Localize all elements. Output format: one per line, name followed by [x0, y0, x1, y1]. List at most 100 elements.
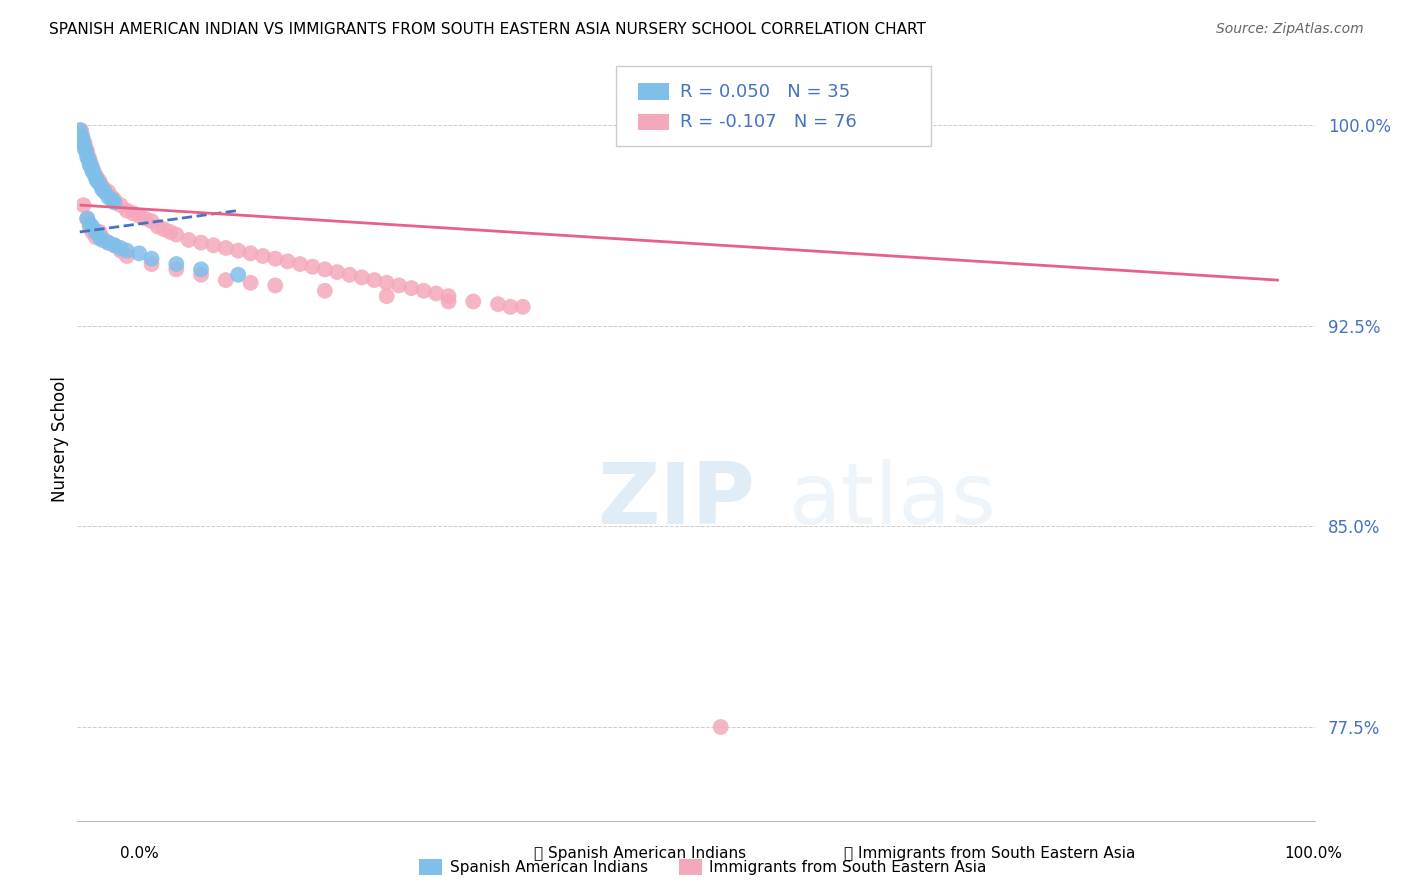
- Point: [239, 276, 262, 290]
- Point: [72, 134, 94, 148]
- Point: [103, 238, 125, 252]
- Point: [84, 225, 107, 239]
- Point: [499, 300, 522, 314]
- Point: [128, 209, 150, 223]
- Point: [375, 289, 398, 303]
- Point: [115, 244, 138, 258]
- Point: [73, 142, 96, 156]
- Point: [72, 136, 94, 151]
- Point: [82, 219, 104, 234]
- Point: [89, 225, 111, 239]
- Point: [412, 284, 434, 298]
- Point: [202, 238, 225, 252]
- Point: [301, 260, 323, 274]
- Point: [512, 300, 534, 314]
- Point: [314, 284, 336, 298]
- Point: [93, 182, 115, 196]
- Legend: Spanish American Indians, Immigrants from South Eastern Asia: Spanish American Indians, Immigrants fro…: [419, 860, 987, 875]
- Y-axis label: Nursery School: Nursery School: [51, 376, 69, 502]
- Point: [101, 190, 124, 204]
- Text: Source: ZipAtlas.com: Source: ZipAtlas.com: [1216, 22, 1364, 37]
- Point: [97, 235, 120, 250]
- Point: [70, 123, 93, 137]
- Point: [350, 270, 373, 285]
- Point: [91, 179, 114, 194]
- Point: [339, 268, 361, 282]
- Point: [75, 145, 97, 159]
- Point: [190, 235, 212, 250]
- Point: [82, 163, 104, 178]
- Point: [70, 128, 93, 143]
- Point: [226, 268, 249, 282]
- Point: [86, 171, 108, 186]
- Point: [97, 185, 120, 199]
- Point: [165, 227, 187, 242]
- Text: R = -0.107   N = 76: R = -0.107 N = 76: [681, 113, 856, 131]
- Text: SPANISH AMERICAN INDIAN VS IMMIGRANTS FROM SOUTH EASTERN ASIA NURSERY SCHOOL COR: SPANISH AMERICAN INDIAN VS IMMIGRANTS FR…: [49, 22, 927, 37]
- Point: [264, 278, 287, 293]
- Point: [76, 150, 98, 164]
- Point: [425, 286, 447, 301]
- Text: ⬜ Spanish American Indians: ⬜ Spanish American Indians: [534, 846, 747, 861]
- Point: [159, 225, 181, 239]
- Point: [77, 150, 100, 164]
- Point: [84, 230, 107, 244]
- Text: R = 0.050   N = 35: R = 0.050 N = 35: [681, 83, 851, 101]
- Point: [128, 246, 150, 260]
- Point: [190, 262, 212, 277]
- Point: [165, 262, 187, 277]
- FancyBboxPatch shape: [638, 113, 669, 130]
- Point: [115, 203, 138, 218]
- Point: [79, 217, 101, 231]
- Point: [375, 276, 398, 290]
- Point: [153, 222, 176, 236]
- Point: [76, 211, 98, 226]
- Point: [437, 289, 460, 303]
- Point: [73, 136, 96, 151]
- Point: [363, 273, 385, 287]
- Point: [75, 142, 97, 156]
- Point: [103, 195, 125, 210]
- Text: atlas: atlas: [789, 458, 997, 541]
- Point: [82, 161, 104, 175]
- Point: [122, 206, 145, 220]
- Point: [134, 211, 156, 226]
- Point: [141, 252, 163, 266]
- Point: [89, 174, 111, 188]
- Point: [69, 123, 91, 137]
- Point: [86, 174, 108, 188]
- Point: [77, 153, 100, 167]
- Point: [110, 241, 132, 255]
- Point: [91, 230, 114, 244]
- Point: [76, 211, 98, 226]
- Point: [141, 257, 163, 271]
- Point: [91, 182, 114, 196]
- Point: [79, 153, 101, 167]
- Point: [80, 158, 103, 172]
- Point: [72, 198, 94, 212]
- Point: [80, 158, 103, 172]
- Point: [463, 294, 485, 309]
- Point: [84, 169, 107, 183]
- Point: [277, 254, 299, 268]
- Point: [710, 720, 733, 734]
- Point: [388, 278, 411, 293]
- Point: [165, 257, 187, 271]
- Point: [177, 233, 200, 247]
- Point: [89, 230, 111, 244]
- Text: 0.0%: 0.0%: [120, 846, 159, 861]
- Point: [141, 214, 163, 228]
- Point: [401, 281, 423, 295]
- Point: [314, 262, 336, 277]
- FancyBboxPatch shape: [616, 66, 931, 145]
- Point: [72, 128, 94, 143]
- Point: [486, 297, 509, 311]
- Point: [82, 225, 104, 239]
- Point: [110, 198, 132, 212]
- Point: [288, 257, 311, 271]
- Point: [103, 238, 125, 252]
- Point: [101, 193, 124, 207]
- Point: [72, 131, 94, 145]
- Text: ⬜ Immigrants from South Eastern Asia: ⬜ Immigrants from South Eastern Asia: [844, 846, 1135, 861]
- Point: [89, 177, 111, 191]
